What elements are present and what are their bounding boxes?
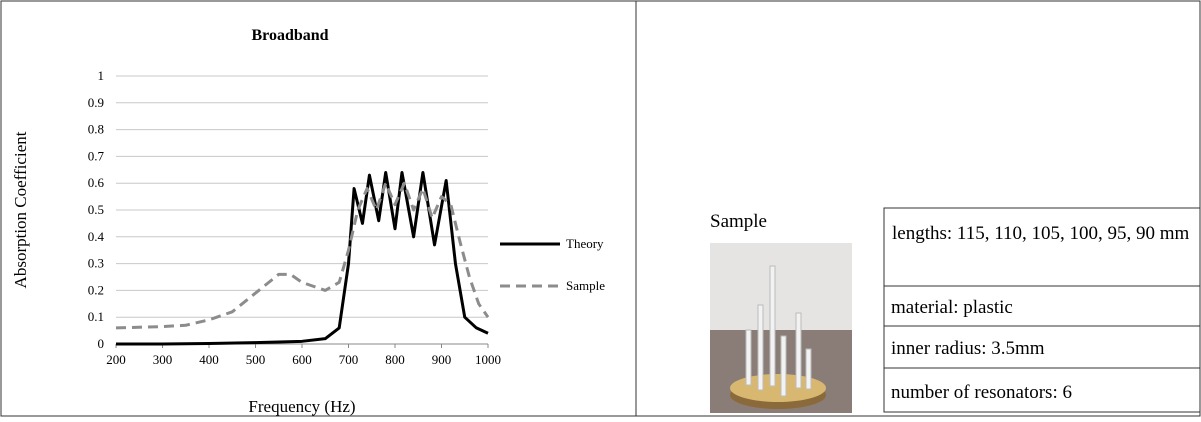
legend-label: Theory bbox=[566, 236, 604, 251]
photo-tube bbox=[805, 348, 812, 390]
x-tick-label: 600 bbox=[292, 352, 312, 367]
x-tick-label: 1000 bbox=[475, 352, 501, 367]
x-tick-label: 300 bbox=[153, 352, 173, 367]
y-tick-label: 0.2 bbox=[88, 282, 104, 297]
table-border bbox=[883, 207, 1201, 413]
table bbox=[883, 207, 1201, 413]
photo-tube bbox=[780, 335, 787, 397]
series-line bbox=[115, 181, 490, 330]
x-tick-label: 700 bbox=[339, 352, 359, 367]
x-tick-label: 800 bbox=[385, 352, 405, 367]
y-tick-label: 0.8 bbox=[88, 122, 104, 137]
y-tick-label: 0 bbox=[98, 336, 105, 351]
x-tick-label: 500 bbox=[246, 352, 266, 367]
photo-tube bbox=[745, 329, 752, 386]
photo-label: Sample bbox=[710, 211, 767, 232]
y-tick-label: 0.4 bbox=[88, 229, 105, 244]
table-cell-text: inner radius: 3.5mm bbox=[891, 338, 1045, 359]
y-tick-label: 0.1 bbox=[88, 309, 104, 324]
photo-tube bbox=[757, 304, 764, 391]
y-tick-label: 0.3 bbox=[88, 256, 104, 271]
y-tick-label: 0.7 bbox=[88, 148, 105, 163]
photo-tube bbox=[795, 312, 802, 389]
y-tick-label: 0.5 bbox=[88, 202, 104, 217]
photo-base-top bbox=[730, 374, 826, 402]
x-axis-label: Frequency (Hz) bbox=[248, 397, 355, 416]
y-tick-label: 0.6 bbox=[88, 175, 105, 190]
table-cell: lengths: 115, 110, 105, 100, 95, 90 mm bbox=[892, 223, 1190, 244]
photo-tube bbox=[769, 265, 776, 387]
table-cell-text: number of resonators: 6 bbox=[891, 382, 1072, 403]
x-tick-label: 400 bbox=[199, 352, 219, 367]
table-cell-text: lengths: 115, 110, 105, 100, 95, 90 mm bbox=[892, 223, 1190, 244]
series-line bbox=[116, 170, 489, 346]
chart-title: Broadband bbox=[251, 27, 328, 44]
y-tick-label: 1 bbox=[98, 68, 105, 83]
table-cell-text: material: plastic bbox=[891, 297, 1013, 318]
x-tick-label: 900 bbox=[432, 352, 452, 367]
y-axis-label: Absorption Coefficient bbox=[11, 131, 30, 288]
legend-label: Sample bbox=[566, 278, 605, 293]
y-tick-label: 0.9 bbox=[88, 95, 104, 110]
photo bbox=[710, 243, 852, 413]
x-tick-label: 200 bbox=[106, 352, 126, 367]
